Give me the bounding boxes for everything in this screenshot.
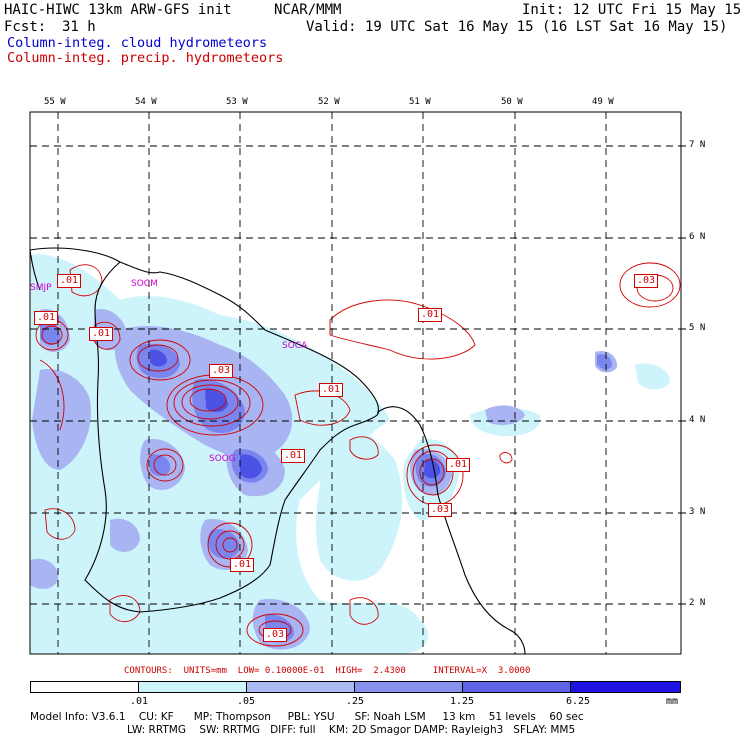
fcst-value: 31 h <box>62 19 96 35</box>
contour-label: .01 <box>89 327 114 341</box>
contour-label: .01 <box>281 449 306 463</box>
lon-label-51w: 51 W <box>409 97 431 107</box>
lon-label-53w: 53 W <box>226 97 248 107</box>
colorbar-tick: 1.25 <box>450 696 475 707</box>
contour-label: .01 <box>319 383 344 397</box>
contour-label: .01 <box>57 274 82 288</box>
station-soca: SOCA <box>282 341 308 351</box>
station-socm: SOCM <box>131 279 158 289</box>
station-smjp: SMJP <box>30 283 52 293</box>
org-label: NCAR/MMM <box>274 2 342 18</box>
colorbar-tick: .01 <box>130 696 149 707</box>
contour-label: .01 <box>34 311 59 325</box>
lon-label-49w: 49 W <box>592 97 614 107</box>
lat-label-7n: 7 N <box>689 140 706 150</box>
model-info-line1: Model Info: V3.6.1 CU: KF MP: Thompson P… <box>30 711 584 723</box>
lat-label-6n: 6 N <box>689 232 706 242</box>
contour-label: .01 <box>230 558 255 572</box>
colorbar-bin <box>139 682 247 692</box>
contour-label: .03 <box>428 503 453 517</box>
contour-label: .03 <box>634 274 659 288</box>
lon-label-52w: 52 W <box>318 97 340 107</box>
lat-label-2n: 2 N <box>689 598 706 608</box>
colorbar-bin <box>31 682 139 692</box>
fcst-label: Fcst: <box>4 19 47 35</box>
colorbar-tick: 6.25 <box>566 696 591 707</box>
colorbar-bin <box>463 682 571 692</box>
init-time: Init: 12 UTC Fri 15 May 15 <box>522 2 740 18</box>
lat-label-4n: 4 N <box>689 415 706 425</box>
contour-label: .03 <box>209 364 234 378</box>
lon-label-50w: 50 W <box>501 97 523 107</box>
lon-label-54w: 54 W <box>135 97 157 107</box>
lon-label-55w: 55 W <box>44 97 66 107</box>
colorbar-bin <box>247 682 355 692</box>
colorbar <box>30 681 681 693</box>
colorbar-unit: mm <box>666 696 679 707</box>
contour-label: .03 <box>263 628 288 642</box>
colorbar-tick: .05 <box>237 696 256 707</box>
colorbar-tick: .25 <box>346 696 365 707</box>
model-title: HAIC-HIWC 13km ARW-GFS init <box>4 2 232 18</box>
lat-label-3n: 3 N <box>689 507 706 517</box>
station-soog: SOOG <box>209 454 236 464</box>
lat-label-5n: 5 N <box>689 323 706 333</box>
coastlines <box>30 247 526 654</box>
contour-label: .01 <box>418 308 443 322</box>
cloud-field-label: Column-integ. cloud hydrometeors <box>7 35 268 51</box>
model-info-line2: LW: RRTMG SW: RRTMG DIFF: full KM: 2D Sm… <box>127 724 576 736</box>
precip-field-label: Column-integ. precip. hydrometeors <box>7 50 284 66</box>
contour-label: .01 <box>446 458 471 472</box>
contours-info: CONTOURS: UNITS=mm LOW= 0.10000E-01 HIGH… <box>124 666 531 676</box>
colorbar-bin <box>571 682 680 692</box>
colorbar-bin <box>355 682 463 692</box>
valid-time: Valid: 19 UTC Sat 16 May 15 (16 LST Sat … <box>306 19 728 35</box>
